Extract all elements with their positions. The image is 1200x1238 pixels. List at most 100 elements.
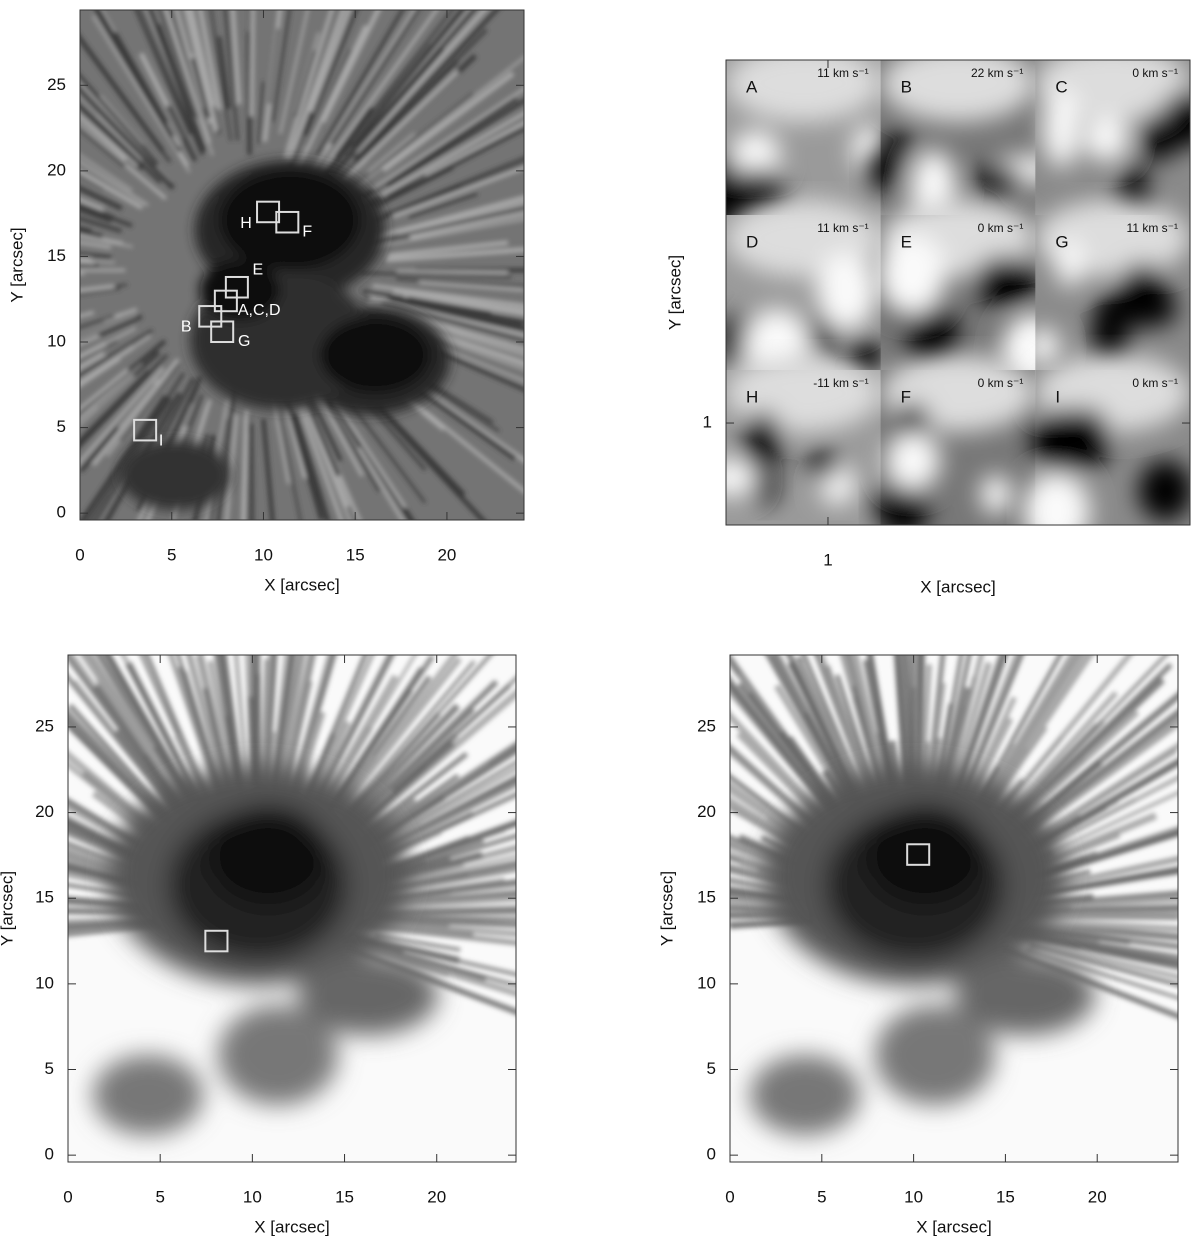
fibril [367,938,516,977]
umbra-blob [220,170,360,270]
filament [80,314,143,346]
blob [1146,295,1178,325]
filament [303,403,351,508]
umbra-blob [298,955,438,1035]
filament [279,10,309,135]
y-tick-label: 25 [47,75,66,94]
filament [119,362,181,442]
cell-label: G [1055,232,1068,251]
fibril [1021,831,1178,885]
region-box [210,320,235,344]
filament [91,358,180,467]
filament [216,381,238,520]
box-label: H [240,215,252,232]
cell-velocity: 0 km s⁻¹ [978,221,1024,235]
box-label: F [302,223,312,240]
filament [80,394,168,520]
filament [396,269,508,275]
blob [878,234,946,314]
x-axis-label: X [arcsec] [916,1217,992,1236]
filament [304,399,341,477]
blob [906,296,958,368]
cell-label: H [746,387,758,406]
filament [80,101,162,184]
x-tick-label: 10 [904,1187,923,1206]
x-tick-label: 5 [155,1187,164,1206]
filament [249,10,255,117]
fibril [939,655,982,813]
cell [868,60,1056,226]
filament [80,116,128,161]
filament [166,105,198,162]
blob [874,486,912,525]
y-tick-label: 0 [45,1145,54,1164]
cell-blobs [726,354,881,506]
y-tick-label: 5 [57,417,66,436]
cell [726,199,883,383]
filament [350,10,467,148]
filament [217,36,231,109]
cell-label: C [1055,77,1067,96]
cell-label: I [1055,387,1060,406]
filament [315,10,405,156]
filament [353,96,518,205]
filament [284,408,307,479]
blob [868,150,903,192]
x-tick-label: 0 [63,1187,72,1206]
filament [198,10,222,110]
filament [159,10,200,119]
x-axis-label: X [arcsec] [920,577,996,596]
umbra-blob [320,317,430,393]
cell-blobs [726,60,886,244]
box-label: G [238,333,250,350]
filament [242,409,249,517]
blob [749,470,779,505]
filament [204,399,229,520]
filament [386,294,523,326]
filament [174,10,206,108]
x-tick-label: 15 [996,1187,1015,1206]
x-tick-label: 20 [437,545,456,564]
blob [741,411,783,475]
frame [79,9,525,521]
cell-label: A [746,77,758,96]
filament [348,127,524,220]
box-label: E [253,261,264,278]
cell-label: E [901,232,912,251]
y-tick-label: 20 [35,802,54,821]
filament [362,205,524,246]
filament [80,374,135,426]
y-axis-label: Y [arcsec] [0,871,16,946]
y-tick-label: 5 [45,1059,54,1078]
filament [283,10,334,160]
cell [1023,354,1190,525]
filament [80,362,144,420]
x-tick-label: 20 [427,1187,446,1206]
filament [223,10,239,141]
blob [806,445,840,480]
filament [80,160,149,207]
fibril [1000,930,1178,970]
filament [250,423,255,520]
filament [372,283,524,308]
x-tick-label: 15 [335,1187,354,1206]
filament [392,165,524,219]
cell-label: B [901,77,912,96]
cell-velocity: 0 km s⁻¹ [978,376,1024,390]
filament [80,123,168,201]
umbra-blob [865,805,985,905]
umbra [750,765,1095,1135]
filament [246,415,251,520]
region-box [204,929,229,953]
fibril [355,915,516,928]
filament [189,10,216,108]
filament [80,185,123,211]
filament [210,10,232,142]
cell [726,60,886,244]
filament [80,73,159,167]
fibril [909,655,917,811]
filament [383,156,524,217]
frame [729,654,1179,1163]
filament [346,56,524,196]
